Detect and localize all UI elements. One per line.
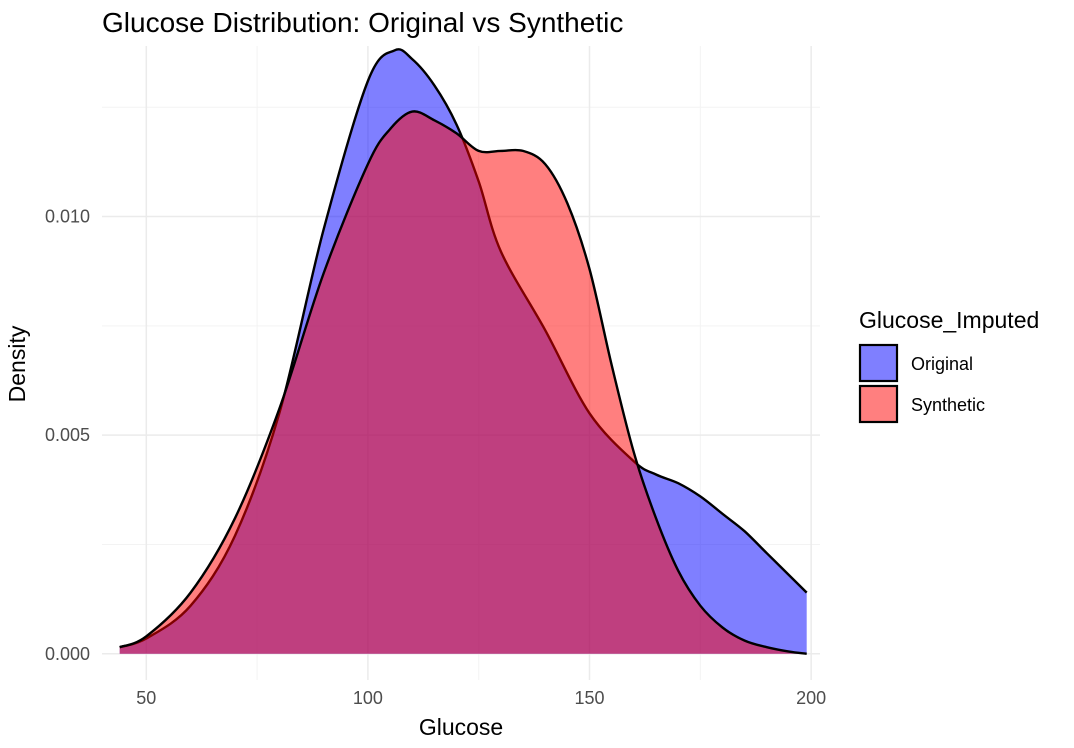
y-tick-label: 0.005 [45, 425, 90, 445]
x-axis-ticks: 50 100 150 200 [136, 688, 826, 708]
legend-label-synthetic: Synthetic [911, 395, 985, 415]
density-areas [119, 48, 808, 655]
density-fill-synthetic [119, 111, 807, 654]
legend-title: Glucose_Imputed [859, 307, 1039, 333]
x-tick-label: 200 [796, 688, 826, 708]
legend-swatch-synthetic [858, 384, 899, 424]
y-axis-ticks: 0.000 0.005 0.010 [45, 207, 90, 664]
legend: Glucose_Imputed Original Synthetic [858, 307, 1039, 424]
y-tick-label: 0.000 [45, 644, 90, 664]
density-line-synthetic [119, 110, 807, 655]
x-tick-label: 50 [136, 688, 156, 708]
x-axis-title: Glucose [419, 714, 503, 740]
y-tick-label: 0.010 [45, 207, 90, 227]
x-tick-label: 100 [353, 688, 383, 708]
legend-swatch-original [858, 343, 899, 383]
x-tick-label: 150 [575, 688, 605, 708]
chart-title: Glucose Distribution: Original vs Synthe… [102, 7, 623, 38]
y-axis-title: Density [4, 325, 30, 402]
legend-label-original: Original [911, 354, 973, 374]
